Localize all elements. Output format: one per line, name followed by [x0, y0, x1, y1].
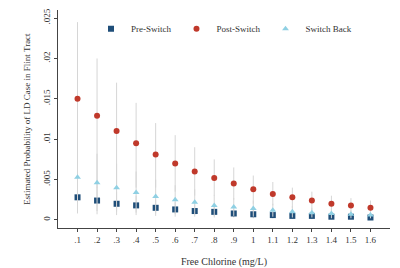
svg-text:.4: .4 [133, 235, 140, 245]
svg-text:.005: .005 [42, 170, 52, 186]
svg-text:.02: .02 [42, 51, 52, 62]
svg-text:Estimated Probability of LD Ca: Estimated Probability of LD Case in Flin… [22, 33, 32, 205]
svg-text:.2: .2 [94, 235, 101, 245]
svg-text:Free Chlorine (mg/L): Free Chlorine (mg/L) [181, 256, 267, 268]
svg-text:.6: .6 [172, 235, 179, 245]
svg-text:.1: .1 [74, 235, 81, 245]
svg-text:.015: .015 [42, 89, 52, 105]
svg-text:1.1: 1.1 [267, 235, 278, 245]
svg-text:1: 1 [251, 235, 256, 245]
svg-text:1.4: 1.4 [326, 235, 338, 245]
svg-text:.01: .01 [42, 132, 52, 143]
svg-text:.8: .8 [211, 235, 218, 245]
svg-text:.5: .5 [152, 235, 159, 245]
svg-text:Switch Back: Switch Back [306, 24, 352, 34]
svg-text:.025: .025 [42, 8, 52, 24]
svg-text:.7: .7 [191, 235, 198, 245]
svg-text:.3: .3 [113, 235, 120, 245]
svg-text:.9: .9 [230, 235, 237, 245]
svg-text:0: 0 [42, 216, 52, 221]
svg-text:Post-Switch: Post-Switch [216, 24, 260, 34]
svg-text:Pre-Switch: Pre-Switch [131, 24, 171, 34]
svg-text:1.2: 1.2 [287, 235, 298, 245]
svg-text:1.3: 1.3 [306, 235, 318, 245]
svg-text:1.6: 1.6 [365, 235, 377, 245]
svg-text:1.5: 1.5 [345, 235, 357, 245]
